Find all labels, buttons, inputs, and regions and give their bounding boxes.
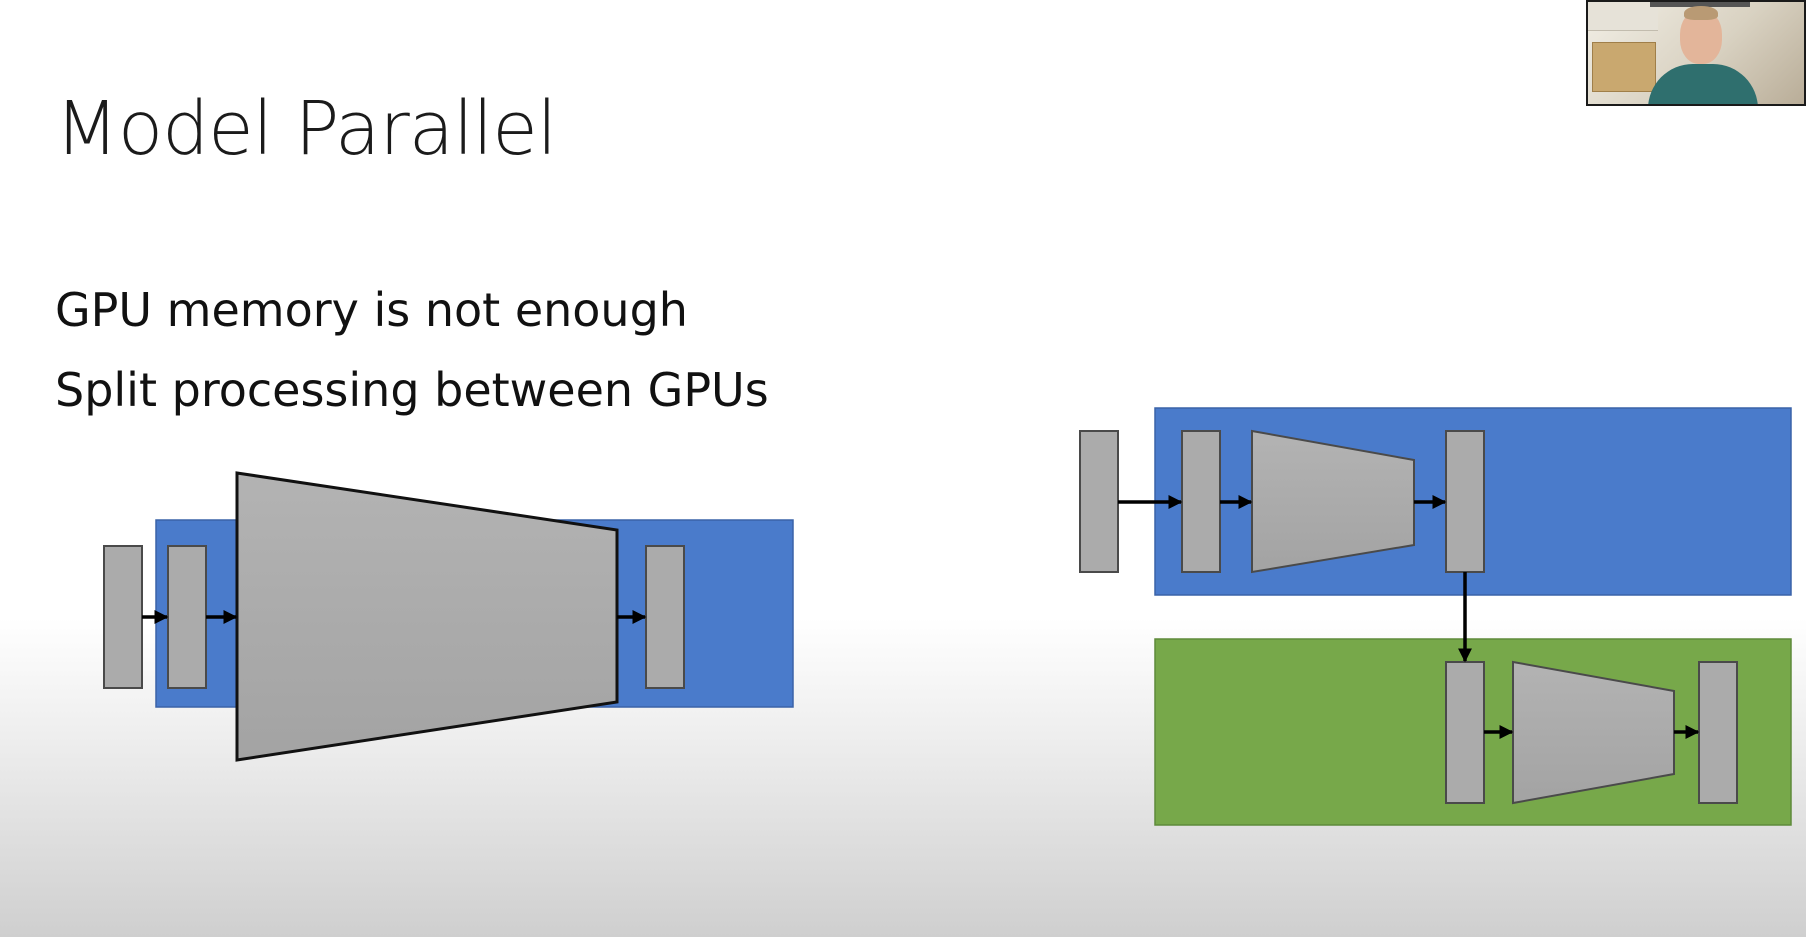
presenter-avatar bbox=[1684, 6, 1718, 20]
bullet-item: GPU memory is not enough bbox=[55, 283, 688, 337]
model-part-1 bbox=[1251, 429, 1415, 574]
model-part-2 bbox=[1512, 660, 1675, 805]
webcam-background bbox=[1592, 42, 1656, 92]
single-gpu-diagram bbox=[103, 471, 794, 762]
webcam-toolbar bbox=[1650, 2, 1750, 7]
layer-block bbox=[1181, 430, 1221, 573]
split-gpu-diagram bbox=[1079, 407, 1792, 826]
layer-block bbox=[1445, 430, 1485, 573]
presenter-avatar bbox=[1648, 64, 1758, 104]
input-layer bbox=[1079, 430, 1119, 573]
input-layer bbox=[103, 545, 143, 689]
layer-block bbox=[1445, 661, 1485, 804]
layer-block bbox=[167, 545, 207, 689]
bullet-item: Split processing between GPUs bbox=[55, 363, 769, 417]
output-layer bbox=[1698, 661, 1738, 804]
large-model-block bbox=[235, 471, 619, 762]
output-layer bbox=[645, 545, 685, 689]
webcam-background bbox=[1588, 2, 1658, 31]
presenter-webcam bbox=[1586, 0, 1806, 106]
bullet-list: GPU memory is not enough Split processin… bbox=[55, 270, 769, 430]
slide-title: Model Parallel bbox=[55, 86, 557, 172]
